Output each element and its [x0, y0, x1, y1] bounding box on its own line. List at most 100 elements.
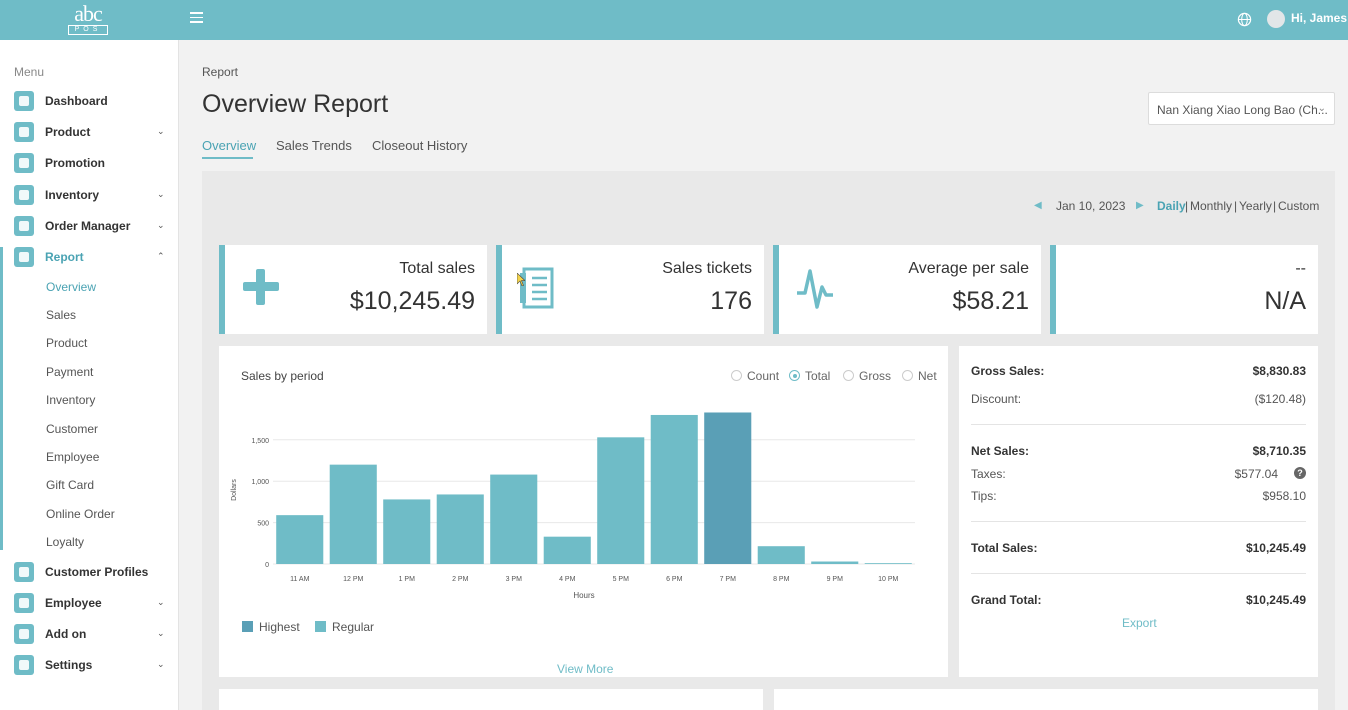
- sidebar-item-inventory[interactable]: Inventory ⌄: [0, 181, 178, 209]
- radio-total[interactable]: Total: [789, 369, 830, 383]
- summary-label: Net Sales:: [971, 444, 1030, 458]
- prev-date-icon[interactable]: ◀: [1034, 200, 1042, 211]
- gear-icon: [14, 153, 34, 173]
- period-monthly[interactable]: Monthly: [1190, 199, 1233, 213]
- sidebar-item-label: Inventory: [45, 188, 100, 202]
- sidebar-sub-online-order[interactable]: Online Order: [46, 507, 115, 521]
- list-icon: [14, 216, 34, 236]
- summary-value: $958.10: [1262, 489, 1306, 503]
- store-select[interactable]: Nan Xiang Xiao Long Bao (Ch... ⌄: [1148, 92, 1335, 125]
- sidebar-item-label: Order Manager: [45, 219, 131, 233]
- period-custom[interactable]: Custom: [1278, 199, 1320, 213]
- stat-card-title: Total sales: [399, 260, 475, 277]
- summary-value: $577.04: [1234, 467, 1278, 481]
- stat-card-empty: -- N/A: [1050, 245, 1318, 334]
- radio-circle-icon: [731, 370, 742, 381]
- legend-swatch: [242, 621, 253, 632]
- bottom-card-right: [774, 689, 1318, 710]
- breadcrumb: Report: [202, 65, 239, 79]
- sidebar-item-add-on[interactable]: Add on ⌄: [0, 620, 178, 648]
- sidebar-sub-product[interactable]: Product: [46, 336, 88, 350]
- summary-divider: [971, 573, 1306, 574]
- radio-label: Gross: [859, 369, 892, 383]
- tab-overview[interactable]: Overview: [202, 138, 257, 153]
- avatar[interactable]: [1267, 10, 1285, 28]
- sidebar-item-promotion[interactable]: Promotion: [0, 149, 178, 177]
- sidebar-item-label: Add on: [45, 627, 87, 641]
- top-bar: abc POS Hi, James: [0, 0, 1348, 40]
- menu-toggle-icon[interactable]: [190, 12, 203, 24]
- menu-label: Menu: [14, 65, 45, 79]
- sidebar-sub-overview[interactable]: Overview: [46, 280, 97, 294]
- stat-card-total-sales: Total sales $10,245.49: [219, 245, 487, 334]
- sidebar-item-report[interactable]: Report ⌃: [0, 243, 178, 271]
- next-date-icon[interactable]: ▶: [1136, 200, 1144, 211]
- sidebar-sub-inventory[interactable]: Inventory: [46, 393, 96, 407]
- x-tick-label: 8 PM: [773, 576, 790, 583]
- view-more-link[interactable]: View More: [557, 662, 614, 676]
- sidebar-item-settings[interactable]: Settings ⌄: [0, 651, 178, 679]
- x-tick-label: 3 PM: [506, 576, 523, 583]
- x-tick-label: 12 PM: [343, 576, 363, 583]
- legend-highest[interactable]: Highest: [242, 620, 300, 634]
- legend-regular[interactable]: Regular: [315, 620, 374, 634]
- receipt-icon: [520, 267, 554, 309]
- period-daily[interactable]: Daily: [1157, 199, 1186, 213]
- plus-icon: [243, 269, 279, 305]
- radio-gross[interactable]: Gross: [843, 369, 891, 383]
- sidebar-sub-gift-card[interactable]: Gift Card: [46, 478, 95, 492]
- sales-summary-card: [959, 346, 1318, 677]
- sidebar-sub-sales[interactable]: Sales: [46, 308, 77, 322]
- sidebar-item-label: Product: [45, 125, 91, 139]
- app-logo[interactable]: abc POS: [68, 1, 108, 35]
- sidebar-item-product[interactable]: Product ⌄: [0, 118, 178, 146]
- sidebar-item-order-manager[interactable]: Order Manager ⌄: [0, 212, 178, 240]
- summary-divider: [971, 521, 1306, 522]
- period-yearly[interactable]: Yearly: [1239, 199, 1272, 213]
- sidebar-sub-payment[interactable]: Payment: [46, 365, 94, 379]
- chart-bar: [704, 412, 752, 564]
- summary-label: Taxes:: [971, 467, 1006, 481]
- chart-bar: [276, 515, 324, 564]
- radio-circle-icon: [843, 370, 854, 381]
- sidebar-sub-loyalty[interactable]: Loyalty: [46, 535, 85, 549]
- tab-closeout-history[interactable]: Closeout History: [372, 138, 468, 153]
- logo-subtext: POS: [68, 25, 108, 35]
- sidebar-sub-employee[interactable]: Employee: [46, 450, 100, 464]
- users-icon: [14, 562, 34, 582]
- chevron-up-icon: ⌃: [157, 251, 165, 261]
- stat-card-title: --: [1295, 260, 1306, 277]
- id-badge-icon: [14, 593, 34, 613]
- sidebar-item-dashboard[interactable]: Dashboard: [0, 87, 178, 115]
- radio-label: Count: [747, 369, 780, 383]
- x-tick-label: 5 PM: [613, 576, 630, 583]
- store-select-value: Nan Xiang Xiao Long Bao (Ch...: [1157, 103, 1328, 117]
- radio-count[interactable]: Count: [731, 369, 779, 383]
- chevron-down-icon: ⌄: [157, 220, 165, 230]
- globe-icon[interactable]: [1237, 12, 1252, 27]
- chart-bar: [757, 546, 805, 564]
- sidebar-sub-customer[interactable]: Customer: [46, 422, 99, 436]
- tab-sales-trends[interactable]: Sales Trends: [276, 138, 352, 153]
- x-tick-label: 1 PM: [399, 576, 416, 583]
- sales-bar-chart: 0 500 1,000 1,500 Dollars 11 AM 12 PM 1 PM 2 PM 3…: [231, 412, 915, 600]
- user-greeting[interactable]: Hi, James: [1291, 11, 1348, 25]
- sidebar: Menu Dashboard Product ⌄ Promotion Inven…: [0, 40, 179, 710]
- active-indicator: [0, 247, 3, 550]
- sidebar-item-employee[interactable]: Employee ⌄: [0, 589, 178, 617]
- radio-net[interactable]: Net: [902, 369, 937, 383]
- chart-bar: [650, 414, 698, 564]
- export-link[interactable]: Export: [1122, 616, 1157, 630]
- page-title: Overview Report: [202, 90, 389, 118]
- pulse-icon: [797, 269, 833, 309]
- bottom-card-left: [219, 689, 763, 710]
- sidebar-item-label: Customer Profiles: [45, 565, 149, 579]
- help-icon[interactable]: ?: [1294, 467, 1306, 479]
- sidebar-item-customer-profiles[interactable]: Customer Profiles: [0, 558, 178, 586]
- settings-icon: [14, 655, 34, 675]
- puzzle-icon: [14, 624, 34, 644]
- legend-label: Regular: [332, 620, 375, 634]
- y-axis-label: Dollars: [231, 479, 238, 501]
- logo-text: abc: [74, 1, 103, 26]
- chart-bar: [597, 437, 645, 564]
